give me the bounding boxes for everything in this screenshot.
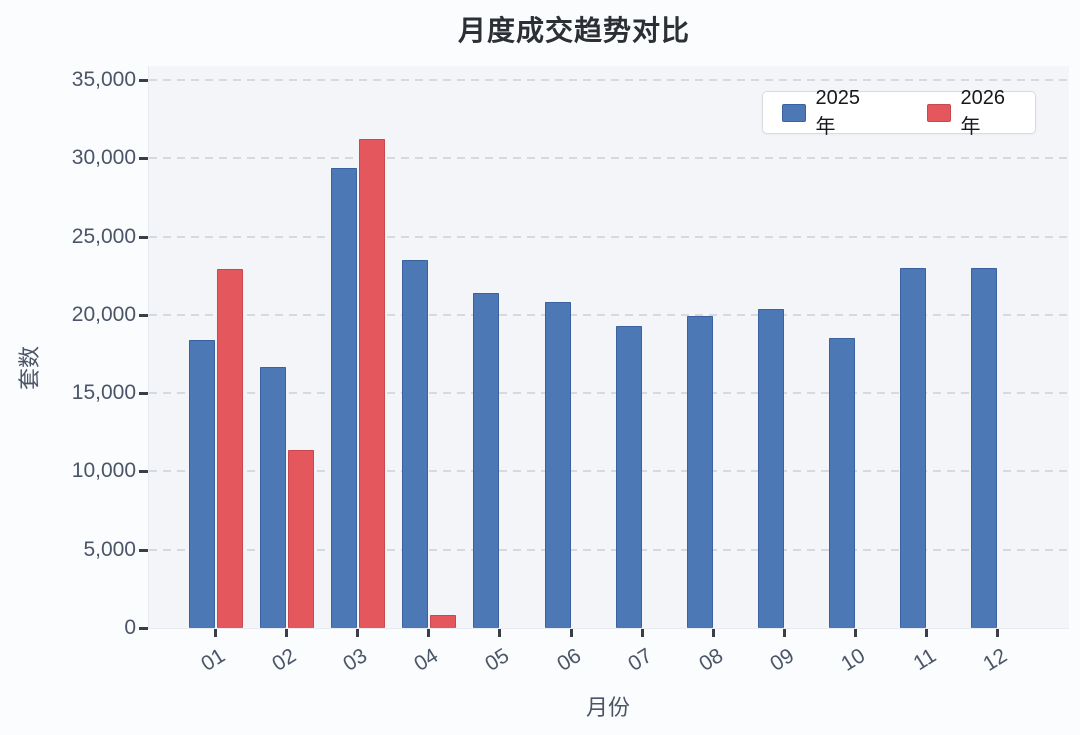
chart-title: 月度成交趋势对比 <box>457 15 690 46</box>
y-tick-mark-5000 <box>139 549 148 552</box>
gridline-10000 <box>149 470 1069 472</box>
x-tick-mark-07 <box>641 629 644 637</box>
bar-2026-01 <box>217 269 243 628</box>
x-tick-mark-01 <box>214 629 217 637</box>
bar-2025-11 <box>900 268 926 628</box>
bar-2025-03 <box>331 168 357 628</box>
bar-2025-04 <box>402 260 428 628</box>
bar-2025-08 <box>687 316 713 628</box>
bar-2026-03 <box>359 139 385 628</box>
bar-2025-01 <box>189 340 215 628</box>
bar-2025-02 <box>260 367 286 628</box>
x-tick-mark-08 <box>712 629 715 637</box>
x-tick-mark-11 <box>925 629 928 637</box>
bar-2025-07 <box>616 326 642 628</box>
gridline-20000 <box>149 314 1069 316</box>
bar-2025-05 <box>473 293 499 628</box>
legend-swatch-icon <box>782 103 806 122</box>
x-tick-mark-06 <box>570 629 573 637</box>
y-tick-mark-10000 <box>139 470 148 473</box>
x-axis-title: 月份 <box>585 695 630 720</box>
y-tick-mark-20000 <box>139 314 148 317</box>
y-tick-mark-30000 <box>139 157 148 160</box>
bar-2025-06 <box>545 302 571 628</box>
x-tick-mark-05 <box>498 629 501 637</box>
legend-label: 2025年 <box>815 86 861 138</box>
legend-item-2026: 2026年 <box>927 87 1016 139</box>
legend-label: 2026年 <box>960 86 1006 138</box>
y-tick-label-30000: 30,000 <box>71 146 136 169</box>
legend-item-2025: 2025年 <box>782 87 871 139</box>
plot-area <box>148 66 1069 629</box>
bar-2026-02 <box>288 450 314 628</box>
gridline-25000 <box>149 236 1069 238</box>
bar-2025-12 <box>971 268 997 628</box>
gridline-15000 <box>149 392 1069 394</box>
y-tick-label-35000: 35,000 <box>71 68 136 91</box>
bar-2026-04 <box>430 615 456 628</box>
gridline-30000 <box>149 157 1069 159</box>
y-tick-mark-0 <box>139 627 148 630</box>
legend: 2025年 2026年 <box>762 87 1036 138</box>
y-tick-mark-15000 <box>139 392 148 395</box>
y-tick-label-10000: 10,000 <box>71 459 136 482</box>
y-tick-label-20000: 20,000 <box>71 303 136 326</box>
x-tick-mark-03 <box>356 629 359 637</box>
x-tick-mark-12 <box>996 629 999 637</box>
legend-swatch-icon <box>927 103 951 122</box>
x-tick-mark-04 <box>427 629 430 637</box>
bar-2025-09 <box>758 309 784 628</box>
y-tick-mark-35000 <box>139 79 148 82</box>
x-tick-mark-02 <box>285 629 288 637</box>
y-tick-mark-25000 <box>139 236 148 239</box>
gridline-5000 <box>149 549 1069 551</box>
bar-2025-10 <box>829 338 855 628</box>
x-tick-mark-09 <box>783 629 786 637</box>
gridline-35000 <box>149 79 1069 81</box>
y-tick-label-0: 0 <box>124 616 136 639</box>
x-tick-mark-10 <box>854 629 857 637</box>
y-tick-label-15000: 15,000 <box>71 381 136 404</box>
y-tick-label-5000: 5,000 <box>83 538 136 561</box>
y-tick-label-25000: 25,000 <box>71 225 136 248</box>
